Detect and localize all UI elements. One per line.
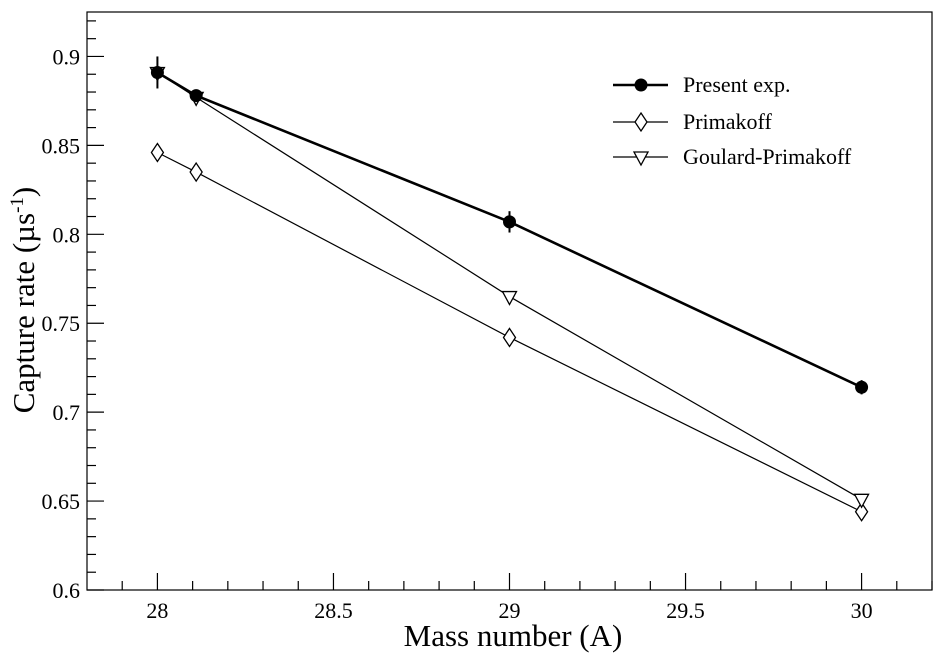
series-primakoff — [150, 142, 869, 522]
data-point-present-exp — [150, 65, 164, 79]
legend-label-primakoff: Primakoff — [683, 109, 772, 134]
y-axis-title-close: ) — [6, 187, 41, 197]
series-line-primakoff — [157, 151, 862, 513]
y-axis-title-sup: -1 — [7, 197, 28, 213]
legend-marker-goulard-primakoff — [632, 151, 650, 167]
y-axis-title-main: Capture rate (µs — [6, 213, 41, 413]
data-point-goulard-primakoff — [501, 290, 518, 306]
legend-marker-primakoff — [634, 111, 648, 133]
y-axis-title: Capture rate (µs-1) — [6, 187, 41, 414]
series-line-present-exp — [156, 71, 863, 389]
legend-marker-present-exp — [634, 78, 648, 92]
y-tick-label: 0.65 — [42, 489, 81, 514]
series-line-goulard-primakoff — [157, 71, 862, 500]
data-point-primakoff — [854, 501, 869, 522]
series-layer — [149, 56, 870, 522]
series-present-exp — [150, 56, 869, 395]
data-point-present-exp — [855, 380, 869, 394]
data-point-primakoff — [189, 161, 203, 183]
legend: Present exp. Primakoff Goulard-Primakoff — [613, 72, 852, 169]
data-point-primakoff — [150, 142, 165, 163]
data-point-goulard-primakoff — [853, 493, 870, 509]
data-point-primakoff — [502, 327, 517, 348]
x-tick-label: 28 — [146, 598, 168, 623]
legend-label-present-exp: Present exp. — [683, 72, 791, 97]
legend-label-goulard-primakoff: Goulard-Primakoff — [683, 144, 852, 169]
data-point-present-exp — [189, 89, 203, 103]
x-tick-label: 28.5 — [314, 598, 353, 623]
data-point-present-exp — [503, 215, 516, 229]
y-tick-label: 0.7 — [53, 400, 81, 425]
x-axis-title: Mass number (A) — [404, 618, 623, 653]
x-tick-label: 29 — [499, 598, 521, 623]
y-tick-label: 0.6 — [53, 578, 81, 603]
axis-ticks: 28 28.5 29 29.5 30 0.6 0.65 0.7 0.75 0.8 0.85 0.9 — [42, 20, 933, 623]
y-tick-label: 0.75 — [42, 311, 81, 336]
y-tick-label: 0.9 — [53, 44, 81, 69]
x-tick-label: 30 — [851, 598, 873, 623]
y-tick-label: 0.85 — [42, 133, 81, 158]
y-tick-label: 0.8 — [53, 222, 81, 247]
x-tick-label: 29.5 — [666, 598, 705, 623]
